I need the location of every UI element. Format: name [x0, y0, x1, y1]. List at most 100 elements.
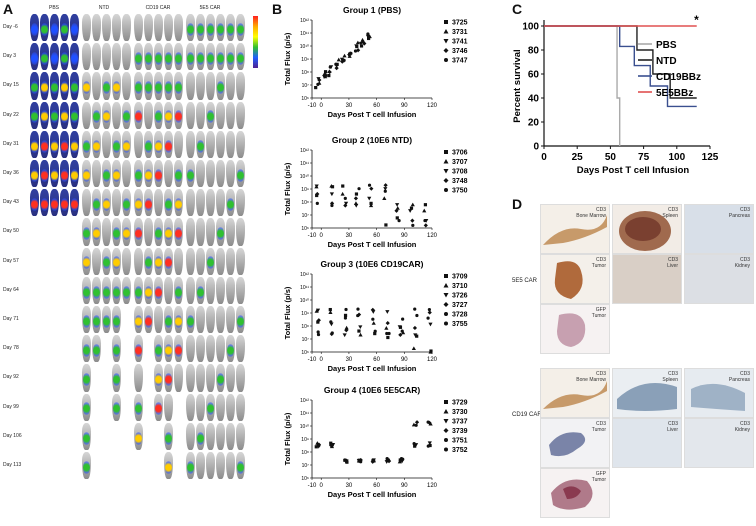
- flux-point: [327, 69, 332, 75]
- x-tick-label: 90: [401, 357, 408, 363]
- flux-point: [316, 320, 320, 324]
- row-label-5e5car: 5E5 CAR: [512, 278, 538, 284]
- signal-blob: [103, 81, 111, 95]
- mouse-image: [216, 452, 225, 480]
- day-label: Day 57: [3, 257, 19, 264]
- flux-chart-group-4: Group 4 (10E6 5E5CAR) 10¹² 10¹¹ 10¹⁰ 10⁹ 10⁸ 1…: [283, 385, 468, 499]
- signal-blob: [207, 22, 215, 36]
- mouse-image: [196, 218, 205, 246]
- signal-blob: [41, 110, 49, 124]
- signal-blob: [155, 402, 163, 416]
- flux-point: [340, 191, 345, 196]
- mouse-image: [216, 393, 225, 421]
- signal-blob: [51, 197, 59, 212]
- flux-point: [323, 70, 328, 74]
- signal-blob: [155, 51, 163, 66]
- signal-blob: [187, 460, 195, 474]
- legend-marker: [444, 20, 448, 24]
- flux-point: [397, 325, 402, 329]
- tile-cd19-kidney: CD3 Kidney: [684, 418, 754, 468]
- flux-point: [361, 40, 365, 44]
- y-tick-label: 10⁷: [302, 83, 310, 89]
- signal-blob: [155, 81, 163, 95]
- mouse-image: [144, 14, 153, 42]
- mouse-image: [134, 14, 143, 42]
- survival-y-tick: 40: [528, 94, 540, 105]
- signal-blob: [187, 51, 195, 66]
- signal-blob: [145, 168, 153, 182]
- mouse-image: [196, 72, 205, 100]
- mouse-image: [196, 364, 205, 392]
- legend-marker: [443, 302, 449, 307]
- y-tick-label: 10¹¹: [300, 161, 309, 167]
- signal-blob: [197, 51, 205, 66]
- flux-point: [408, 209, 413, 213]
- signal-blob: [145, 139, 153, 153]
- legend-entry: 3729: [452, 400, 468, 407]
- flux-point: [355, 40, 360, 45]
- mouse-image: [82, 101, 91, 129]
- flux-point: [382, 196, 387, 201]
- flux-point: [401, 457, 405, 461]
- flux-point: [314, 445, 318, 449]
- flux-point: [329, 320, 333, 324]
- flux-chart-group-2: Group 2 (10E6 NTD) 10¹² 10¹¹ 10¹⁰ 10⁹ 10⁸ 10⁷ 1…: [283, 135, 468, 249]
- tile-cd19-liver: CD3 Liver: [612, 418, 682, 468]
- day-label: Day 92: [3, 374, 19, 381]
- flux-point: [334, 66, 339, 71]
- flux-point: [328, 310, 333, 315]
- x-tick-label: 30: [346, 483, 353, 489]
- flux-point: [414, 420, 420, 425]
- day-label: Day 43: [3, 199, 19, 206]
- mouse-image: [186, 364, 195, 392]
- signal-blob: [51, 168, 59, 182]
- mouse-image: [226, 72, 235, 100]
- signal-blob: [71, 51, 79, 66]
- signal-blob: [83, 460, 91, 474]
- mouse-image: [206, 218, 215, 246]
- survival-x-tick: 75: [638, 152, 650, 163]
- signal-blob: [83, 373, 91, 387]
- signal-blob: [155, 110, 163, 124]
- signal-blob: [227, 343, 235, 358]
- mouse-image: [206, 160, 215, 188]
- flux-point: [367, 183, 372, 187]
- legend-entry: 3730: [452, 409, 468, 416]
- mouse-image: [164, 160, 173, 188]
- legend-marker: [444, 321, 448, 326]
- signal-blob: [93, 227, 101, 241]
- y-tick-label: 10⁶: [301, 476, 309, 482]
- flux-point: [316, 332, 321, 337]
- survival-x-tick: 100: [668, 152, 685, 163]
- signal-blob: [175, 81, 183, 95]
- signal-blob: [71, 197, 79, 212]
- y-tick-label: 10⁸: [301, 324, 309, 330]
- signal-blob: [155, 227, 163, 241]
- signal-blob: [31, 197, 39, 212]
- mouse-image: [236, 276, 245, 304]
- legend-marker: [444, 447, 448, 452]
- survival-legend-entry: NTD: [656, 56, 677, 67]
- survival-y-tick: 20: [528, 118, 540, 129]
- signal-blob: [237, 314, 245, 328]
- legend-entry: 3741: [452, 39, 468, 46]
- mouse-image: [82, 43, 91, 71]
- flux-point: [427, 441, 432, 446]
- signal-blob: [41, 22, 49, 36]
- signal-blob: [135, 110, 143, 124]
- signal-blob: [187, 168, 195, 182]
- survival-x-tick: 25: [572, 152, 584, 163]
- mouse-image: [154, 306, 163, 334]
- flux-point: [383, 189, 387, 193]
- mouse-image: [196, 101, 205, 129]
- immunohistochemistry-panel: 5E5 CAR CD19 CAR CD3 Bone Marrow CD3 Spl…: [510, 196, 756, 526]
- flux-point: [353, 196, 359, 201]
- signal-blob: [103, 110, 111, 124]
- signal-blob: [155, 139, 163, 153]
- flux-point: [368, 203, 374, 208]
- signal-blob: [51, 81, 59, 95]
- flux-point: [342, 58, 346, 62]
- signal-blob: [135, 197, 143, 212]
- day-label: Day 22: [3, 111, 19, 118]
- signal-blob: [71, 139, 79, 153]
